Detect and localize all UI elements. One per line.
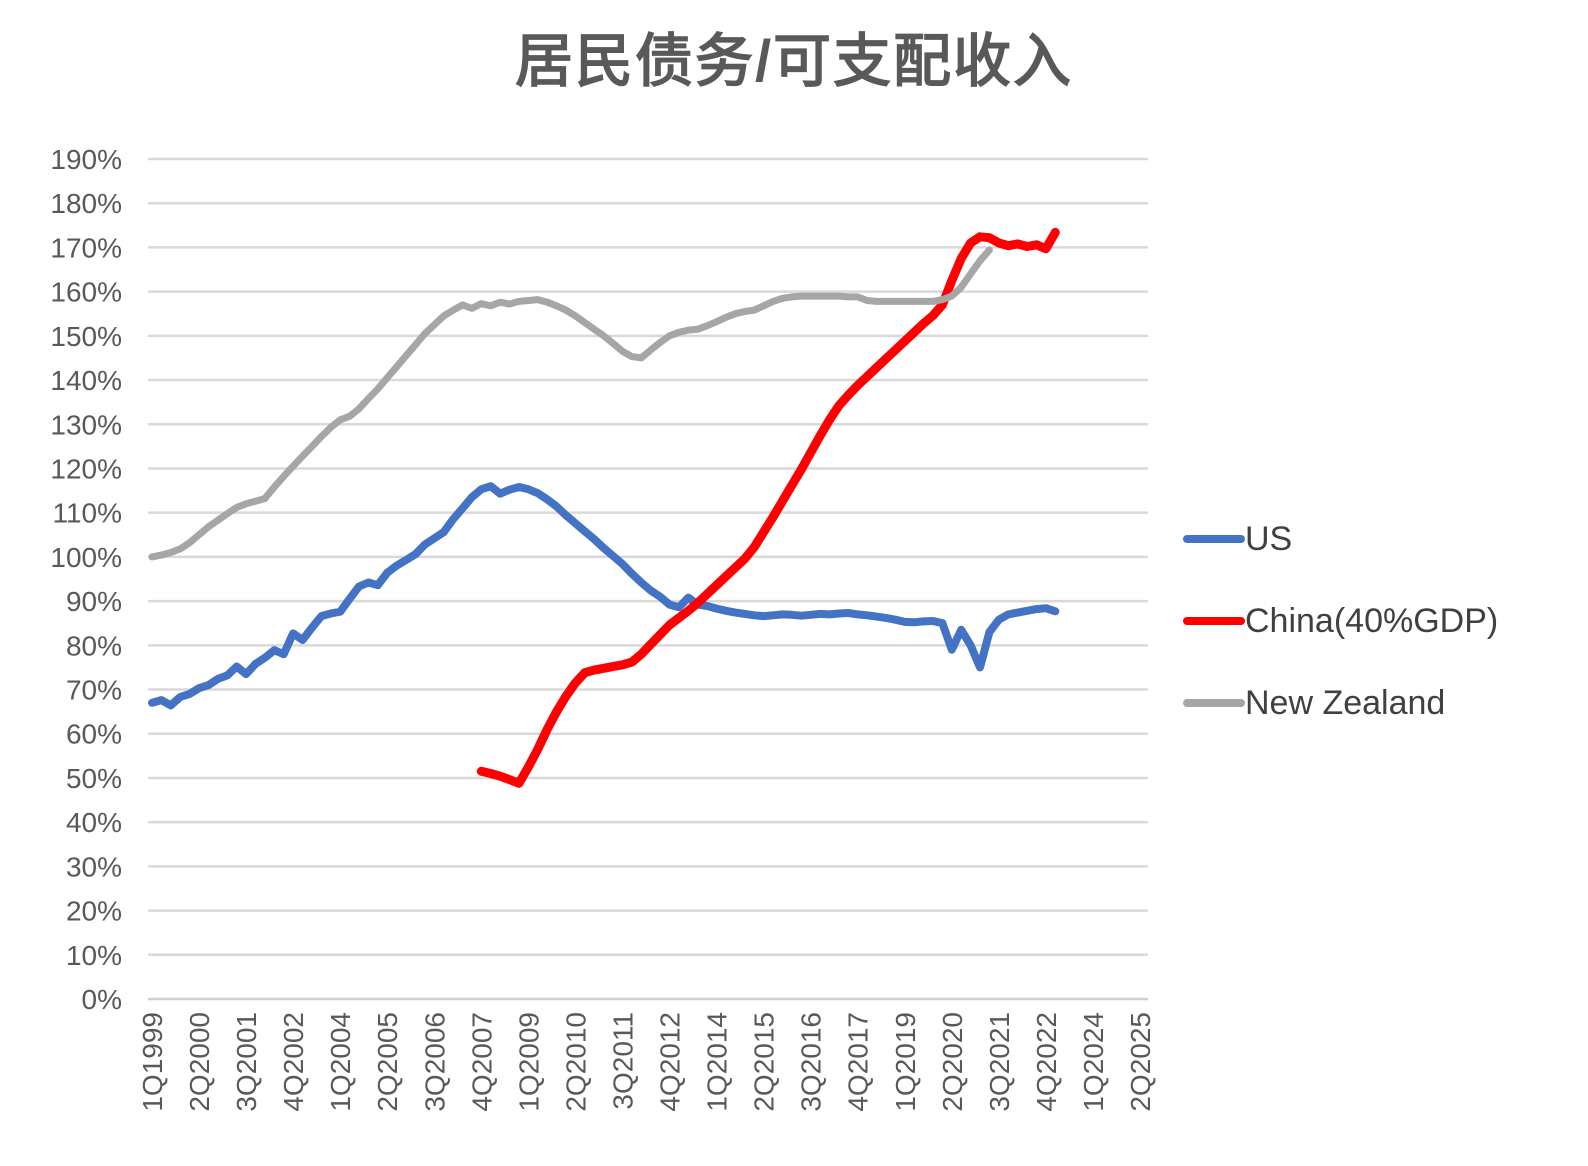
- x-tick-label: 2Q2000: [184, 1012, 215, 1112]
- x-tick-label: 4Q2002: [278, 1012, 309, 1112]
- y-tick-label: 20%: [66, 896, 122, 927]
- y-tick-label: 30%: [66, 851, 122, 882]
- x-tick-label: 4Q2017: [843, 1012, 874, 1112]
- x-tick-label: 4Q2012: [655, 1012, 686, 1112]
- series-line-china-40-gdp: [476, 227, 1060, 788]
- x-tick-label: 4Q2007: [466, 1012, 497, 1112]
- x-tick-label: 3Q2001: [231, 1012, 262, 1112]
- x-tick-label: 3Q2011: [607, 1012, 638, 1110]
- x-tick-label: 1Q1999: [137, 1012, 168, 1112]
- y-tick-label: 150%: [50, 321, 122, 352]
- y-tick-label: 110%: [52, 498, 122, 529]
- y-tick-label: 100%: [50, 542, 122, 573]
- us-line-swatch: [1183, 535, 1245, 543]
- x-tick-label: 2Q2015: [749, 1012, 780, 1112]
- legend-item-us: US: [1183, 520, 1498, 558]
- x-tick-label: 2Q2010: [560, 1012, 591, 1112]
- y-tick-label: 160%: [50, 277, 122, 308]
- china-line-swatch: [1183, 617, 1245, 625]
- series-line-us: [148, 482, 1060, 710]
- x-tick-label: 1Q2004: [325, 1012, 356, 1112]
- legend-label-us: US: [1245, 520, 1293, 558]
- gridlines: [148, 157, 1148, 957]
- chart-title: 居民债务/可支配收入: [514, 29, 1074, 94]
- legend-item-china: China(40%GDP): [1183, 602, 1498, 640]
- x-tick-label: 1Q2009: [513, 1012, 544, 1112]
- y-tick-label: 40%: [66, 807, 122, 838]
- new-zealand-line-swatch: [1183, 699, 1245, 707]
- legend-label-new-zealand: New Zealand: [1245, 684, 1446, 722]
- x-axis-tick-labels: 1Q1999 2Q2000 3Q2001 4Q2002 1Q2004 2Q2005 3Q20…: [137, 1012, 1156, 1112]
- y-tick-label: 120%: [50, 453, 122, 484]
- y-tick-label: 70%: [66, 675, 122, 706]
- x-tick-label: 4Q2022: [1031, 1012, 1062, 1112]
- x-tick-label: 3Q2016: [796, 1012, 827, 1112]
- y-tick-label: 90%: [66, 586, 122, 617]
- y-tick-label: 140%: [50, 365, 122, 396]
- y-tick-label: 190%: [50, 144, 122, 175]
- y-tick-label: 180%: [50, 188, 122, 219]
- x-tick-label: 1Q2014: [702, 1012, 733, 1112]
- x-tick-label: 2Q2005: [372, 1012, 403, 1112]
- y-tick-label: 0%: [82, 984, 122, 1015]
- y-axis-tick-labels: 0% 10% 20% 30% 40% 50% 60% 70% 80% 90% 100% 110% 120…: [50, 144, 122, 1015]
- legend-item-new-zealand: New Zealand: [1183, 684, 1498, 722]
- y-tick-label: 130%: [50, 409, 122, 440]
- chart-legend: US China(40%GDP) New Zealand: [1183, 520, 1498, 722]
- x-tick-label: 1Q2024: [1078, 1012, 1109, 1112]
- x-tick-label: 1Q2019: [890, 1012, 921, 1112]
- y-tick-label: 170%: [50, 232, 122, 263]
- series-line-new-zealand: [148, 246, 993, 561]
- y-tick-label: 60%: [66, 719, 122, 750]
- x-tick-label: 2Q2020: [937, 1012, 968, 1112]
- y-tick-label: 80%: [66, 630, 122, 661]
- x-tick-label: 2Q2025: [1125, 1012, 1156, 1112]
- y-tick-label: 50%: [66, 763, 122, 794]
- x-tick-label: 3Q2006: [419, 1012, 450, 1112]
- x-tick-label: 3Q2021: [984, 1012, 1015, 1112]
- y-tick-label: 10%: [66, 940, 122, 971]
- legend-label-china: China(40%GDP): [1245, 602, 1499, 640]
